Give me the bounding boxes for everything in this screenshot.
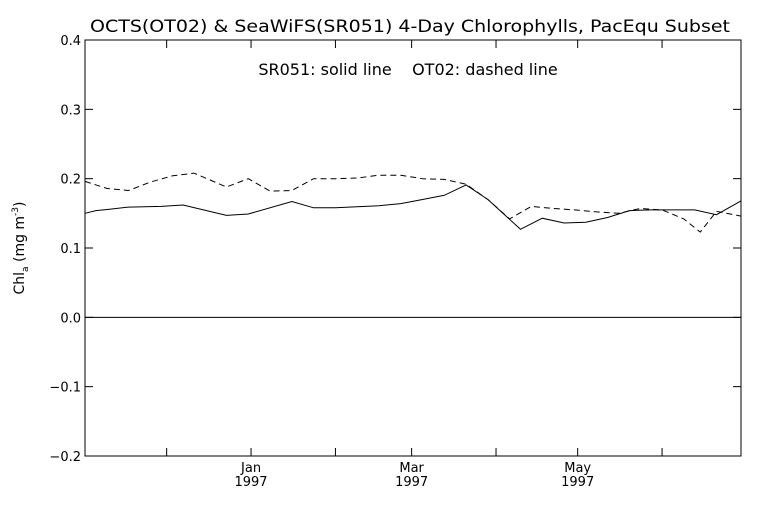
x-tick-label: Jan — [240, 461, 261, 476]
x-tick-year: 1997 — [561, 475, 594, 490]
y-tick-label: 0.4 — [60, 34, 81, 49]
y-tick-label: 0.3 — [60, 103, 81, 118]
y-tick-label: 0.1 — [60, 242, 81, 257]
y-axis: −0.2 −0.1 0.0 0.1 0.2 0.3 0.4 — [49, 34, 741, 465]
series-line-ot02 — [84, 172, 742, 233]
y-tick-label: −0.2 — [49, 450, 81, 465]
y-axis-label-close: ) — [12, 201, 28, 206]
y-axis-label-subscript: a — [21, 266, 31, 272]
plot-frame — [84, 39, 742, 457]
x-tick-year: 1997 — [234, 475, 267, 490]
x-tick-year: 1997 — [395, 475, 428, 490]
y-axis-label-units: (mg m — [12, 216, 28, 267]
y-axis-label-superscript: -3 — [11, 207, 21, 216]
chart-title: OCTS(OT02) & SeaWiFS(SR051) 4-Day Chloro… — [90, 17, 730, 37]
x-tick-label: Mar — [399, 461, 424, 476]
y-axis-label-main: Chl — [12, 272, 28, 295]
x-tick-label: May — [564, 461, 591, 476]
series-layer — [84, 172, 742, 318]
y-tick-label: −0.1 — [49, 381, 81, 396]
series-legend-annotation: SR051: solid line OT02: dashed line — [258, 60, 557, 79]
y-tick-label: 0.0 — [60, 311, 81, 326]
y-tick-label: 0.2 — [60, 173, 81, 188]
series-line-sr051 — [84, 184, 742, 230]
y-axis-label: Chla (mg m-3) — [11, 201, 31, 294]
